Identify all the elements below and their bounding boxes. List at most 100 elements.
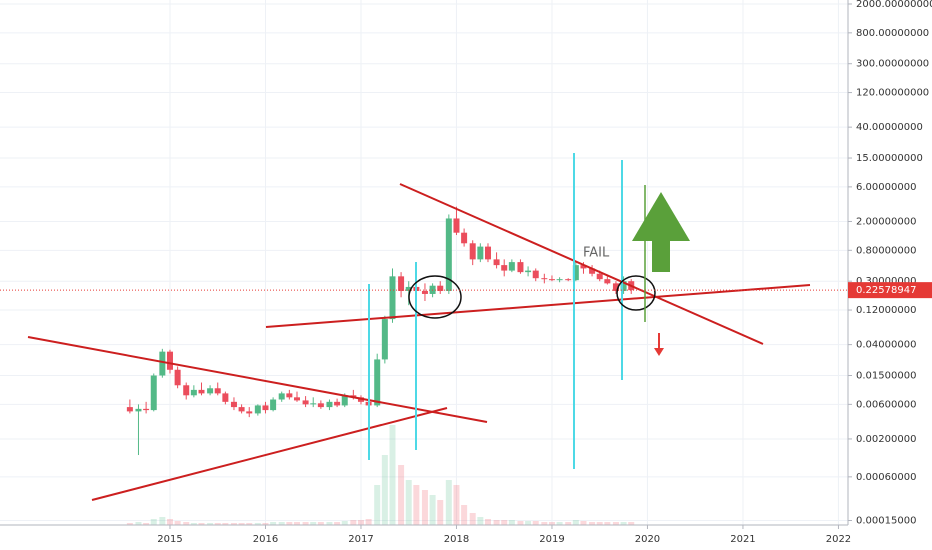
candle-body (405, 286, 412, 291)
candle-body (238, 407, 245, 412)
volume-bar (190, 523, 197, 525)
volume-bar (270, 522, 277, 525)
volume-bar (174, 521, 181, 525)
candle-body (150, 375, 157, 411)
candle-body (445, 218, 452, 291)
x-tick-label: 2021 (730, 534, 755, 545)
candle-body (326, 401, 333, 408)
x-tick-label: 2018 (444, 534, 469, 545)
volume-bar (556, 522, 563, 525)
circle-highlight (616, 275, 656, 311)
volume-bar (198, 523, 205, 525)
candle-body (532, 270, 539, 279)
volume-bar (302, 522, 309, 525)
candle-body (580, 265, 587, 269)
volume-bar (461, 505, 468, 525)
candle-body (222, 393, 229, 402)
y-tick-label: 0.80000000 (856, 245, 916, 256)
volume-bar (374, 485, 381, 525)
volume-bar (405, 480, 412, 525)
candle-body (437, 285, 444, 291)
volume-bar (262, 523, 269, 525)
volume-bar (548, 522, 555, 525)
candle-body (517, 262, 524, 273)
last-price-label: 0.22578947 (856, 285, 916, 296)
volume-bar (126, 523, 133, 525)
volume-bar (508, 520, 515, 525)
volume-bar (254, 523, 261, 525)
up-arrow-head (632, 192, 690, 241)
last-price-box (848, 282, 932, 299)
y-tick-label: 0.00015000 (856, 515, 916, 526)
volume-bar (525, 521, 532, 525)
y-tick-label: 15.00000000 (856, 153, 923, 164)
x-tick-label: 2020 (635, 534, 660, 545)
candle-body (246, 411, 253, 414)
grid (0, 0, 848, 525)
x-tick-label: 2022 (826, 534, 851, 545)
volume-bar (159, 517, 166, 525)
candle-body (126, 407, 133, 412)
y-tick-label: 40.00000000 (856, 122, 923, 133)
candle-body (286, 393, 293, 398)
volume-bar (365, 519, 372, 525)
volume-bar (596, 522, 603, 525)
candle-body (501, 265, 508, 271)
volume-bar (341, 521, 348, 525)
candle-body (254, 405, 261, 414)
candle-body (461, 232, 468, 244)
volume-bar (317, 522, 324, 525)
y-tick-label: 0.00200000 (856, 434, 916, 445)
candle-body (398, 276, 405, 291)
volume-bar (501, 520, 508, 525)
candle-body (541, 278, 548, 280)
candle-body (381, 319, 388, 360)
volume-bar (580, 521, 587, 525)
volume-layer (126, 425, 635, 525)
candle-body (317, 403, 324, 408)
candle-body (183, 385, 190, 396)
candle-body (302, 400, 309, 405)
volume-bar (493, 520, 500, 525)
x-tick-label: 2019 (539, 534, 564, 545)
volume-bar (238, 523, 245, 525)
circle-highlight (408, 275, 462, 319)
volume-bar (413, 485, 420, 525)
volume-bar (604, 522, 611, 525)
y-tick-label: 0.01500000 (856, 371, 916, 382)
x-tick-label: 2017 (348, 534, 373, 545)
volume-bar (445, 480, 452, 525)
volume-bar (421, 490, 428, 525)
candle-body (477, 246, 484, 260)
volume-bar (389, 425, 396, 525)
candle-body (508, 262, 515, 271)
volume-bar (589, 522, 596, 525)
up-arrow-shaft (652, 238, 670, 272)
volume-bar (334, 522, 341, 525)
volume-bar (541, 522, 548, 525)
volume-bar (246, 523, 253, 525)
volume-bar (532, 521, 539, 525)
volume-bar (477, 517, 484, 525)
x-tick-label: 2016 (253, 534, 278, 545)
candle-body (214, 388, 221, 394)
candle-body (589, 268, 596, 274)
candle-body (389, 276, 396, 320)
annotation: FAIL (583, 246, 610, 261)
candle-body (469, 243, 476, 260)
candle-body (278, 393, 285, 400)
candle-body (548, 279, 555, 281)
candle-body (604, 279, 611, 284)
y-tick-label: 0.04000000 (856, 340, 916, 351)
y-tick-label: 0.00600000 (856, 399, 916, 410)
trend-line (399, 183, 764, 345)
candle-body (620, 281, 627, 291)
candle-body (207, 388, 214, 394)
candle-body (421, 290, 428, 294)
volume-bar (293, 522, 300, 525)
drawings: FAIL (27, 153, 811, 501)
candle-body (262, 405, 269, 411)
volume-bar (572, 520, 579, 525)
candle-body (493, 259, 500, 266)
